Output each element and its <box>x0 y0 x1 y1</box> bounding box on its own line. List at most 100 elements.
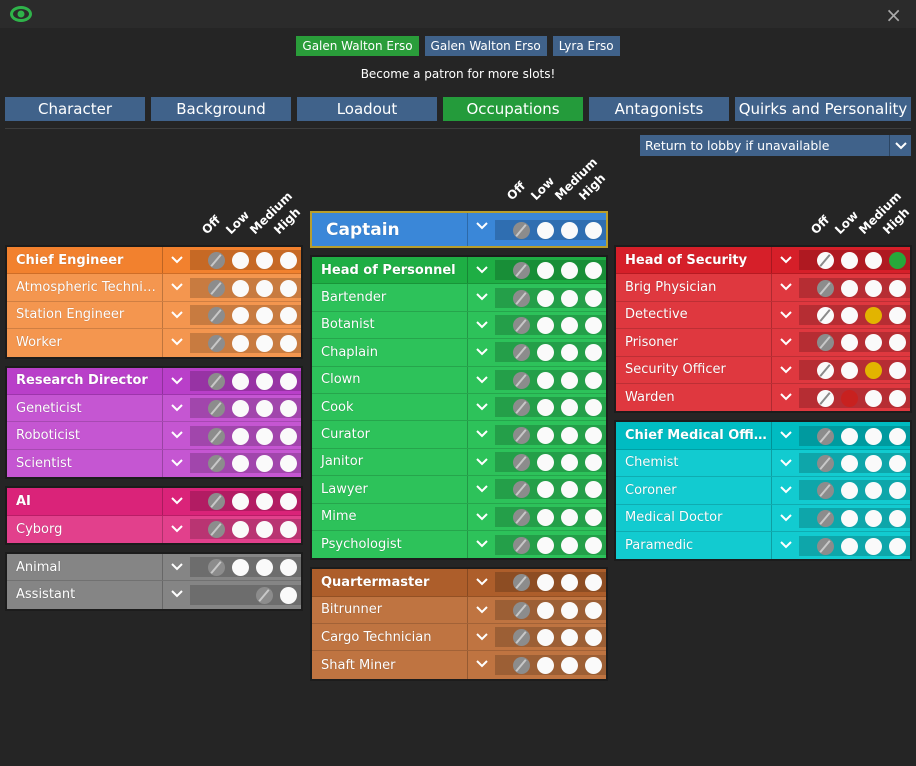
tab[interactable]: Character <box>5 97 145 121</box>
priority-option[interactable] <box>561 221 578 239</box>
job-dropdown[interactable] <box>162 247 190 274</box>
job-dropdown[interactable] <box>467 624 495 651</box>
job-dropdown[interactable] <box>771 329 799 356</box>
job-dropdown[interactable] <box>771 356 799 383</box>
priority-option[interactable] <box>889 306 906 324</box>
job-dropdown[interactable] <box>771 247 799 274</box>
priority-option[interactable] <box>585 601 602 619</box>
priority-option[interactable] <box>537 601 554 619</box>
job-dropdown[interactable] <box>467 448 495 476</box>
priority-off[interactable] <box>817 306 834 324</box>
priority-option[interactable] <box>889 427 906 445</box>
priority-off[interactable] <box>208 427 225 445</box>
priority-option[interactable] <box>232 306 249 324</box>
priority-off[interactable] <box>817 537 834 555</box>
priority-off[interactable] <box>817 279 834 297</box>
job-dropdown[interactable] <box>771 301 799 329</box>
priority-option[interactable] <box>585 344 602 362</box>
priority-off[interactable] <box>208 372 225 390</box>
priority-option[interactable] <box>232 400 249 418</box>
priority-off[interactable] <box>513 481 530 499</box>
job-dropdown[interactable] <box>467 421 495 448</box>
priority-off[interactable] <box>513 453 530 471</box>
job-dropdown[interactable] <box>467 393 495 421</box>
tab[interactable]: Quirks and Personality <box>735 97 911 121</box>
tab[interactable]: Antagonists <box>589 97 729 121</box>
job-dropdown[interactable] <box>771 531 799 560</box>
priority-off[interactable] <box>513 344 530 362</box>
priority-option[interactable] <box>537 344 554 362</box>
priority-off[interactable] <box>817 334 834 352</box>
character-button[interactable]: Lyra Erso <box>552 36 620 56</box>
job-dropdown[interactable] <box>467 569 495 596</box>
priority-option[interactable] <box>561 289 578 307</box>
priority-off[interactable] <box>513 508 530 526</box>
priority-option[interactable] <box>537 289 554 307</box>
tab[interactable]: Loadout <box>297 97 437 121</box>
job-dropdown[interactable] <box>467 596 495 624</box>
job-dropdown[interactable] <box>467 339 495 366</box>
job-dropdown[interactable] <box>162 301 190 329</box>
priority-off[interactable] <box>513 262 530 280</box>
priority-option[interactable] <box>889 252 906 270</box>
priority-option[interactable] <box>865 361 882 379</box>
priority-off[interactable] <box>513 399 530 417</box>
priority-option[interactable] <box>561 371 578 389</box>
priority-option[interactable] <box>841 334 858 352</box>
job-dropdown[interactable] <box>162 274 190 301</box>
job-dropdown[interactable] <box>467 651 495 679</box>
priority-option[interactable] <box>561 399 578 417</box>
priority-option[interactable] <box>537 316 554 334</box>
priority-option[interactable] <box>585 657 602 675</box>
priority-option[interactable] <box>585 481 602 499</box>
priority-option[interactable] <box>232 252 249 270</box>
priority-option[interactable] <box>889 482 906 500</box>
priority-option[interactable] <box>865 252 882 270</box>
priority-option[interactable] <box>537 371 554 389</box>
priority-option[interactable] <box>889 389 906 407</box>
priority-option[interactable] <box>841 279 858 297</box>
job-dropdown[interactable] <box>162 449 190 478</box>
priority-option[interactable] <box>256 559 273 577</box>
priority-off[interactable] <box>208 493 225 511</box>
priority-off[interactable] <box>513 629 530 647</box>
priority-off[interactable] <box>208 252 225 270</box>
priority-option[interactable] <box>280 252 297 270</box>
priority-off[interactable] <box>513 426 530 444</box>
job-dropdown[interactable] <box>467 476 495 503</box>
priority-option[interactable] <box>841 482 858 500</box>
priority-option[interactable] <box>256 372 273 390</box>
priority-option[interactable] <box>841 427 858 445</box>
priority-option[interactable] <box>280 586 297 604</box>
priority-option[interactable] <box>537 262 554 280</box>
priority-off[interactable] <box>208 521 225 539</box>
priority-off[interactable] <box>208 334 225 352</box>
priority-off[interactable] <box>817 454 834 472</box>
job-dropdown[interactable] <box>467 257 495 284</box>
priority-option[interactable] <box>537 536 554 554</box>
priority-option[interactable] <box>232 493 249 511</box>
priority-option[interactable] <box>841 361 858 379</box>
priority-option[interactable] <box>280 306 297 324</box>
priority-option[interactable] <box>889 509 906 527</box>
priority-option[interactable] <box>537 221 554 239</box>
priority-option[interactable] <box>280 427 297 445</box>
priority-option[interactable] <box>256 252 273 270</box>
job-dropdown[interactable] <box>771 274 799 301</box>
priority-option[interactable] <box>585 316 602 334</box>
priority-option[interactable] <box>841 537 858 555</box>
priority-off[interactable] <box>817 252 834 270</box>
priority-off[interactable] <box>208 400 225 418</box>
priority-option[interactable] <box>585 262 602 280</box>
priority-option[interactable] <box>280 559 297 577</box>
job-dropdown[interactable] <box>467 530 495 559</box>
priority-option[interactable] <box>537 426 554 444</box>
priority-option[interactable] <box>256 521 273 539</box>
tab[interactable]: Background <box>151 97 291 121</box>
priority-option[interactable] <box>537 508 554 526</box>
priority-option[interactable] <box>841 509 858 527</box>
unavailable-dropdown[interactable]: Return to lobby if unavailable <box>640 135 911 156</box>
priority-option[interactable] <box>256 427 273 445</box>
priority-option[interactable] <box>537 399 554 417</box>
priority-option[interactable] <box>865 334 882 352</box>
